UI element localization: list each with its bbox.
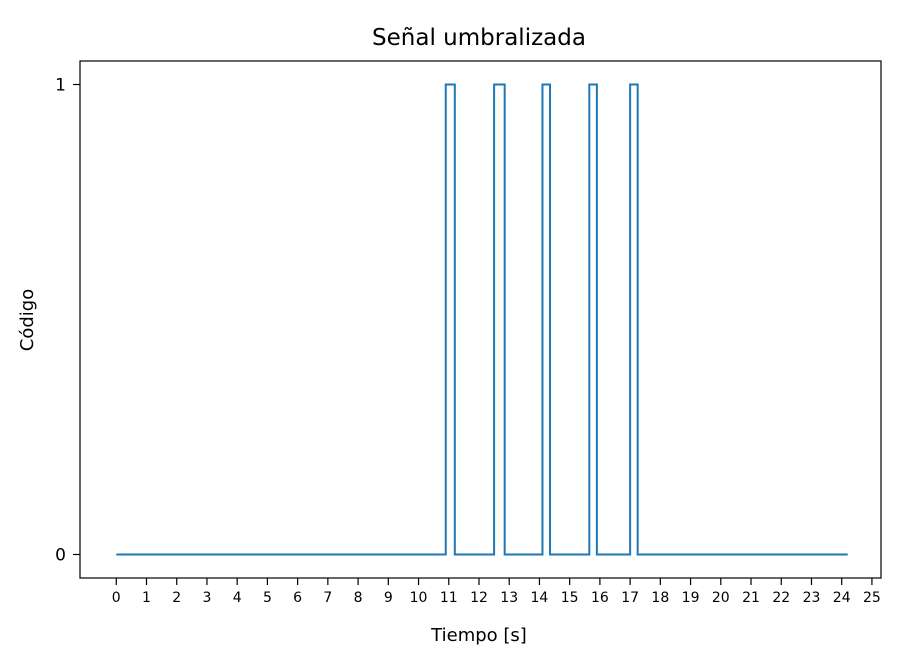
x-axis-label: Tiempo [s]: [430, 625, 527, 646]
x-tick-label: 24: [833, 590, 851, 606]
x-tick-label: 22: [772, 590, 790, 606]
x-tick-label: 3: [202, 590, 211, 606]
x-tick-label: 17: [621, 590, 639, 606]
y-tick-label: 1: [55, 76, 66, 96]
x-tick-label: 18: [651, 590, 669, 606]
x-tick-label: 20: [712, 590, 730, 606]
x-tick-label: 5: [263, 590, 272, 606]
x-tick-label: 1: [142, 590, 151, 606]
x-tick-label: 11: [440, 590, 458, 606]
x-tick-label: 23: [803, 590, 821, 606]
x-tick-label: 9: [384, 590, 393, 606]
x-tick-label: 13: [500, 590, 518, 606]
plot-area: 0 1 2 3 4 5 6 7 8 9 10 11 12 13 14 15 16 17 18 19 20 21 22 23 24…: [55, 60, 882, 606]
chart-title: Señal umbralizada: [372, 25, 586, 51]
x-tick-label: 0: [112, 590, 121, 606]
x-tick-label: 14: [531, 590, 549, 606]
x-tick-label: 12: [470, 590, 488, 606]
y-tick-label: 0: [55, 546, 66, 566]
x-tick-label: 21: [742, 590, 760, 606]
x-tick-label: 25: [863, 590, 881, 606]
x-tick-label: 16: [591, 590, 609, 606]
signal-line: [116, 83, 848, 556]
x-tick-label: 19: [682, 590, 700, 606]
x-tick-label: 7: [323, 590, 332, 606]
x-tick-label: 4: [233, 590, 242, 606]
x-tick-label: 6: [293, 590, 302, 606]
x-tick-label: 15: [561, 590, 579, 606]
axes-frame: [79, 60, 882, 579]
x-tick-label: 8: [354, 590, 363, 606]
y-axis-label: Código: [17, 289, 38, 351]
x-tick-label: 2: [172, 590, 181, 606]
x-tick-label: 10: [410, 590, 428, 606]
